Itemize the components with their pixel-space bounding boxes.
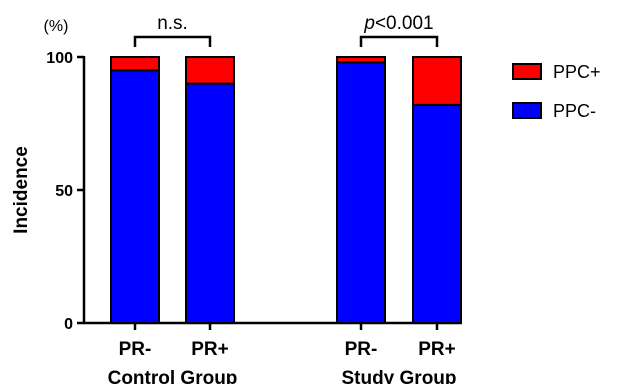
x-category-label: PR-: [119, 339, 152, 360]
legend-swatch-ppc-: [512, 102, 542, 119]
bar-segment-ppc--0: [110, 56, 160, 72]
y-ticks: 0 50 100: [46, 50, 84, 333]
significance-label: p<0.001: [363, 13, 433, 34]
bar-segment-ppc--2: [336, 61, 386, 324]
legend-label: PPC-: [553, 101, 596, 121]
bar-segment-ppc--1: [185, 56, 235, 85]
group-label: Study Group: [341, 368, 456, 384]
y-tick-label: 0: [64, 316, 73, 333]
x-category-label: PR+: [418, 339, 456, 360]
significance-label: n.s.: [157, 13, 188, 34]
p-symbol: p: [363, 13, 375, 34]
bar-segment-ppc--1: [185, 82, 235, 324]
y-tick-label: 100: [46, 50, 73, 67]
x-labels: PR- PR+ PR- PR+ Control Group Study Group: [108, 323, 457, 384]
legend-swatch-ppc-: [512, 63, 542, 80]
bar-segment-ppc--3: [412, 103, 462, 324]
bar-segment-ppc--0: [110, 69, 160, 324]
significance-bracket: [133, 35, 212, 47]
bars: [110, 56, 462, 324]
y-axis-label: Incidence: [11, 146, 32, 234]
significance-bracket: [359, 35, 439, 47]
bar-segment-ppc--2: [336, 56, 386, 64]
legend: PPC+ PPC-: [512, 62, 601, 121]
x-category-label: PR+: [191, 339, 229, 360]
bar-segment-ppc--3: [412, 56, 462, 106]
y-axis-unit: (%): [44, 18, 69, 35]
significance-value: n.s.: [157, 13, 188, 34]
y-tick-label: 50: [55, 183, 73, 200]
legend-label: PPC+: [553, 62, 601, 82]
significance-value: <0.001: [375, 13, 434, 34]
x-category-label: PR-: [345, 339, 378, 360]
group-label: Control Group: [108, 368, 238, 384]
significance-annotations: n.s. p<0.001: [133, 13, 439, 47]
